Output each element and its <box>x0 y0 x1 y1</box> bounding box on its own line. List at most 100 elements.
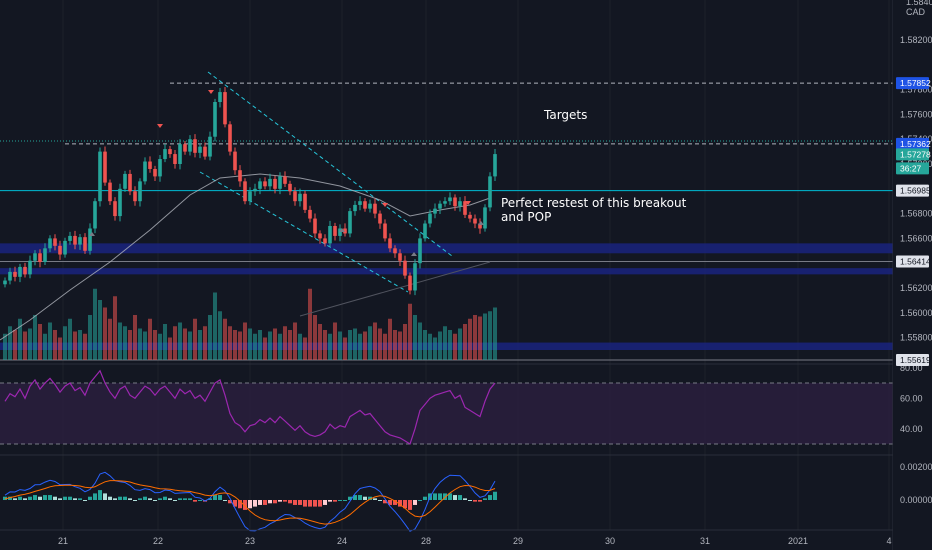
candle-body <box>83 237 87 251</box>
buy-marker <box>411 252 417 256</box>
macd-histogram-bar <box>483 498 487 500</box>
volume-bar <box>283 326 287 360</box>
volume-bar <box>128 330 132 360</box>
volume-bar <box>458 328 462 360</box>
macd-histogram-bar <box>63 496 67 500</box>
time-tick-label: 31 <box>700 536 710 546</box>
candle-body <box>258 181 262 189</box>
candle-body <box>203 146 207 157</box>
macd-histogram-bar <box>8 496 12 500</box>
volume-bar <box>448 330 452 360</box>
time-tick-label: 21 <box>58 536 68 546</box>
candle-body <box>208 136 212 157</box>
candle-body <box>103 151 107 183</box>
macd-histogram-bar <box>153 500 157 501</box>
candle-body <box>8 271 12 281</box>
time-tick-label: 29 <box>513 536 523 546</box>
price-tick-label: 1.55800 <box>900 333 932 343</box>
macd-histogram-bar <box>243 500 247 510</box>
volume-bar <box>248 328 252 360</box>
macd-histogram-bar <box>333 500 337 502</box>
macd-histogram-bar <box>308 500 312 507</box>
volume-bar <box>193 318 197 360</box>
candle-body <box>393 248 397 254</box>
volume-bar <box>273 328 277 360</box>
price-tick-label: 1.56200 <box>900 283 932 293</box>
volume-bars <box>3 288 497 360</box>
candle-body <box>23 266 27 275</box>
price-tag <box>896 137 929 150</box>
price-tick-label: 1.57800 <box>900 85 932 95</box>
macd-histogram-bar <box>43 495 47 500</box>
macd-histogram-bar <box>463 498 467 500</box>
volume-bar <box>488 311 492 360</box>
annotation-text: Targets <box>543 108 587 122</box>
macd-histogram-bar <box>218 495 222 500</box>
volume-bar <box>183 328 187 360</box>
volume-bar <box>358 333 362 360</box>
candle-body <box>93 201 97 229</box>
macd-histogram-bar <box>183 498 187 500</box>
macd-histogram-bar <box>493 491 497 500</box>
macd-histogram-bar <box>373 498 377 500</box>
macd-histogram-bar <box>93 493 97 500</box>
macd-histogram-bar <box>488 495 492 500</box>
macd-pane <box>3 471 497 532</box>
macd-histogram-bar <box>378 500 382 501</box>
volume-bar <box>453 333 457 360</box>
candle-body <box>473 218 477 224</box>
candle-body <box>493 154 497 177</box>
time-axis[interactable]: 21 22 23 24 28 29 30 31 2021 4 <box>58 536 892 546</box>
volume-bar <box>63 326 67 360</box>
candle-body <box>213 102 217 137</box>
volume-bar <box>413 315 417 360</box>
macd-histogram-bar <box>318 500 322 507</box>
macd-histogram-bar <box>438 493 442 500</box>
volume-bar <box>68 318 72 360</box>
volume-bar <box>113 296 117 360</box>
candle-body <box>283 176 287 184</box>
support-zone <box>0 243 893 254</box>
candle-body <box>303 193 307 210</box>
macd-histogram-bar <box>388 500 392 505</box>
candle-body <box>63 240 67 255</box>
candle-body <box>133 191 137 202</box>
macd-histogram-bar <box>303 500 307 507</box>
candle-body <box>68 235 72 241</box>
macd-histogram-bar <box>413 500 417 505</box>
candle-body <box>168 149 172 155</box>
macd-histogram-bar <box>128 498 132 500</box>
macd-histogram-bar <box>468 500 472 501</box>
volume-bar <box>158 333 162 360</box>
macd-histogram-bar <box>328 500 332 502</box>
volume-bar <box>3 333 7 360</box>
volume-bar <box>28 328 32 360</box>
candle-body <box>143 161 147 182</box>
price-axis[interactable]: 1.58400CAD1.582001.578001.576001.574001.… <box>893 0 932 550</box>
candle-body <box>368 203 372 209</box>
volume-bar <box>188 331 192 360</box>
candle-body <box>253 188 257 192</box>
candle-body <box>98 151 102 202</box>
macd-histogram-bar <box>38 496 42 500</box>
time-tick-label: 2021 <box>788 536 808 546</box>
volume-bar <box>73 331 77 360</box>
volume-bar <box>208 315 212 360</box>
candle-body <box>78 237 82 245</box>
macd-histogram-bar <box>248 500 252 509</box>
rsi-line <box>4 369 496 445</box>
macd-histogram-bar <box>123 496 127 500</box>
volume-bar <box>38 324 42 360</box>
volume-bar <box>373 322 377 360</box>
macd-histogram-bar <box>353 495 357 500</box>
macd-histogram-bar <box>168 498 172 500</box>
volume-bar <box>133 315 137 360</box>
candle-body <box>13 271 17 277</box>
volume-bar <box>203 326 207 360</box>
candle-body <box>348 211 352 234</box>
volume-bar <box>303 337 307 360</box>
volume-bar <box>8 326 12 360</box>
volume-bar <box>18 318 22 360</box>
